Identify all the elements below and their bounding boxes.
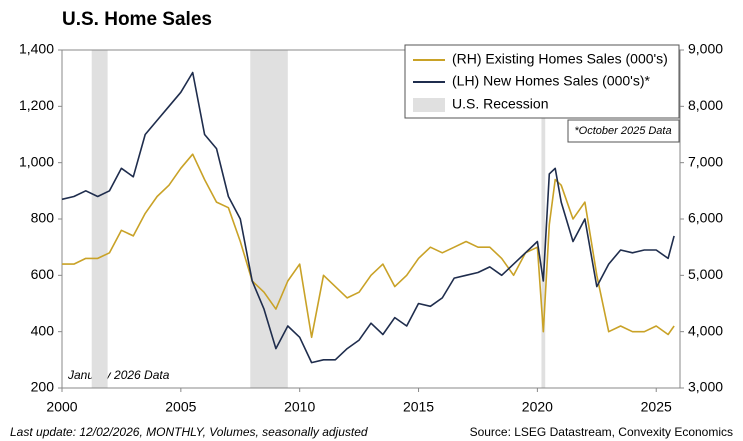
y2-tick-label: 6,000 [688,210,723,226]
y2-tick-label: 4,000 [688,322,723,338]
y2-tick-label: 9,000 [688,41,723,57]
chart-title: U.S. Home Sales [62,9,212,30]
y2-tick-label: 3,000 [688,379,723,395]
annotation: January 2026 Data [67,368,170,382]
legend-box [404,44,680,119]
legend-label: (LH) New Homes Sales (000's)* [452,73,651,89]
x-tick-label: 2000 [46,399,77,415]
y-tick-label: 1,000 [19,153,54,169]
x-tick-label: 2020 [522,399,553,415]
x-tick-label: 2025 [641,399,672,415]
x-tick-label: 2015 [403,399,434,415]
legend-label: (RH) Existing Homes Sales (000's) [452,51,668,67]
y2-tick-label: 5,000 [688,266,723,282]
footer-right: Source: LSEG Datastream, Convexity Econo… [470,425,733,439]
y-tick-label: 400 [31,322,55,338]
x-tick-label: 2005 [165,399,196,415]
y-tick-label: 800 [31,210,55,226]
legend-swatch [413,98,445,112]
recession-band [541,50,546,388]
series-line [61,71,675,364]
y-tick-label: 1,200 [19,97,54,113]
y-tick-label: 1,400 [19,41,54,57]
note-box [567,119,680,143]
series-line [62,153,675,339]
y-tick-label: 600 [31,266,55,282]
y2-tick-label: 8,000 [688,97,723,113]
y2-tick-label: 7,000 [688,153,723,169]
recession-band [91,50,108,388]
y-tick-label: 200 [31,379,55,395]
footer-left: Last update: 12/02/2026, MONTHLY, Volume… [10,425,368,439]
annotation: *October 2025 Data [574,125,671,137]
x-tick-label: 2010 [284,399,315,415]
recession-band [250,50,288,388]
legend-label: U.S. Recession [452,96,548,112]
